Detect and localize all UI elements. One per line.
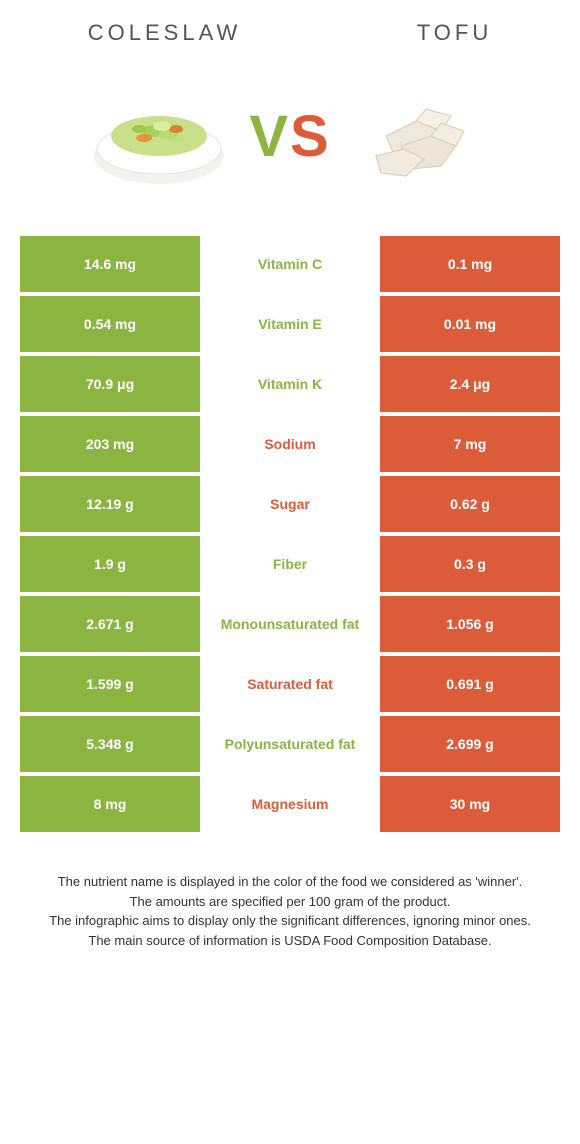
header-images: VS xyxy=(0,76,580,196)
value-left: 70.9 μg xyxy=(20,356,200,412)
footer-line-2: The amounts are specified per 100 gram o… xyxy=(20,892,560,912)
nutrient-label: Sodium xyxy=(200,416,380,472)
nutrient-label: Vitamin C xyxy=(200,236,380,292)
value-right: 7 mg xyxy=(380,416,560,472)
footer-notes: The nutrient name is displayed in the co… xyxy=(20,872,560,950)
coleslaw-image xyxy=(79,76,239,196)
value-right: 0.01 mg xyxy=(380,296,560,352)
nutrient-label: Vitamin E xyxy=(200,296,380,352)
table-row: 1.9 gFiber0.3 g xyxy=(20,536,560,592)
vs-s: S xyxy=(290,104,331,169)
comparison-table: 14.6 mgVitamin C0.1 mg0.54 mgVitamin E0.… xyxy=(20,236,560,832)
value-left: 1.599 g xyxy=(20,656,200,712)
vs-v: V xyxy=(249,104,290,169)
value-left: 12.19 g xyxy=(20,476,200,532)
table-row: 203 mgSodium7 mg xyxy=(20,416,560,472)
footer-line-1: The nutrient name is displayed in the co… xyxy=(20,872,560,892)
value-right: 2.699 g xyxy=(380,716,560,772)
value-right: 1.056 g xyxy=(380,596,560,652)
value-right: 0.62 g xyxy=(380,476,560,532)
title-right: TOFU xyxy=(417,20,492,46)
nutrient-label: Fiber xyxy=(200,536,380,592)
table-row: 5.348 gPolyunsaturated fat2.699 g xyxy=(20,716,560,772)
footer-line-3: The infographic aims to display only the… xyxy=(20,911,560,931)
value-left: 8 mg xyxy=(20,776,200,832)
value-right: 0.1 mg xyxy=(380,236,560,292)
nutrient-label: Monounsaturated fat xyxy=(200,596,380,652)
nutrient-label: Polyunsaturated fat xyxy=(200,716,380,772)
value-left: 1.9 g xyxy=(20,536,200,592)
value-left: 2.671 g xyxy=(20,596,200,652)
table-row: 14.6 mgVitamin C0.1 mg xyxy=(20,236,560,292)
table-row: 1.599 gSaturated fat0.691 g xyxy=(20,656,560,712)
nutrient-label: Magnesium xyxy=(200,776,380,832)
infographic-container: COLESLAW TOFU VS xyxy=(0,0,580,970)
table-row: 2.671 gMonounsaturated fat1.056 g xyxy=(20,596,560,652)
value-right: 0.3 g xyxy=(380,536,560,592)
value-right: 2.4 μg xyxy=(380,356,560,412)
value-right: 30 mg xyxy=(380,776,560,832)
title-left: COLESLAW xyxy=(88,20,241,46)
table-row: 70.9 μgVitamin K2.4 μg xyxy=(20,356,560,412)
table-row: 0.54 mgVitamin E0.01 mg xyxy=(20,296,560,352)
value-left: 5.348 g xyxy=(20,716,200,772)
tofu-image xyxy=(341,76,501,196)
value-left: 203 mg xyxy=(20,416,200,472)
nutrient-label: Sugar xyxy=(200,476,380,532)
vs-label: VS xyxy=(249,103,330,170)
nutrient-label: Vitamin K xyxy=(200,356,380,412)
value-left: 14.6 mg xyxy=(20,236,200,292)
value-left: 0.54 mg xyxy=(20,296,200,352)
table-row: 12.19 gSugar0.62 g xyxy=(20,476,560,532)
footer-line-4: The main source of information is USDA F… xyxy=(20,931,560,951)
value-right: 0.691 g xyxy=(380,656,560,712)
nutrient-label: Saturated fat xyxy=(200,656,380,712)
table-row: 8 mgMagnesium30 mg xyxy=(20,776,560,832)
titles-row: COLESLAW TOFU xyxy=(0,20,580,46)
